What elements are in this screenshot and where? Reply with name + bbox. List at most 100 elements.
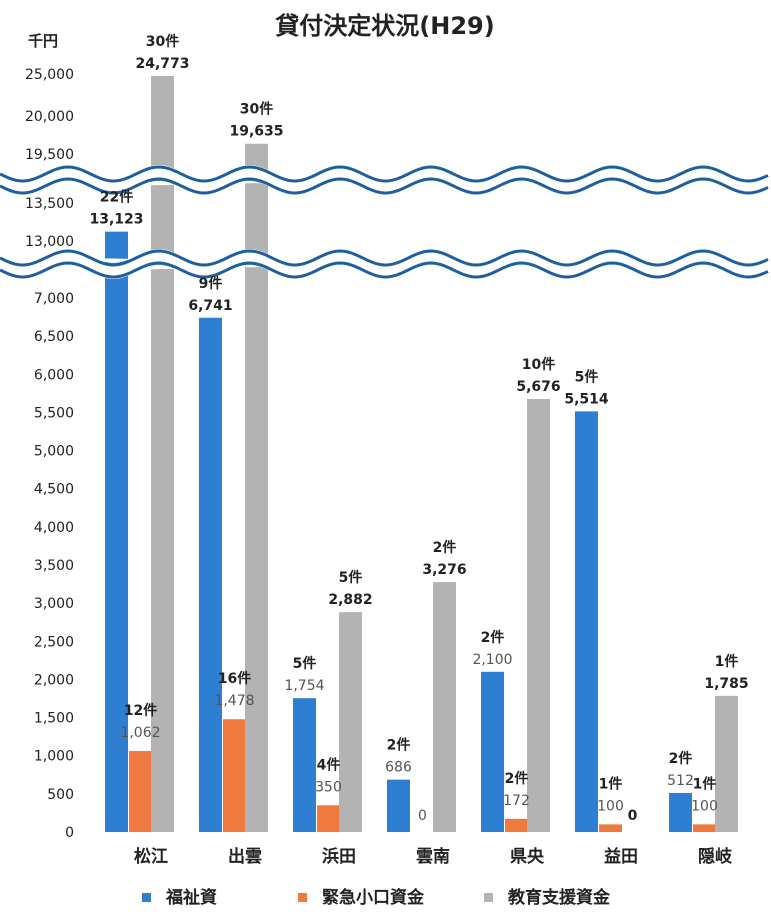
count-label: 5件 — [339, 569, 363, 586]
value-label: 5,676 — [516, 379, 560, 395]
bar — [527, 399, 550, 832]
bar — [129, 750, 152, 832]
axis-break-line — [0, 177, 769, 195]
bar — [693, 824, 716, 832]
value-label: 686 — [385, 760, 412, 776]
value-label: 100 — [597, 798, 624, 814]
category-label: 浜田 — [322, 847, 356, 867]
bar — [433, 582, 456, 832]
bar — [223, 719, 246, 832]
value-label: 1,062 — [120, 725, 160, 741]
y-tick-label: 6,500 — [34, 329, 74, 345]
y-tick-label: 13,500 — [25, 196, 74, 212]
axis-break-fill — [0, 251, 768, 277]
y-tick-label: 13,000 — [25, 234, 74, 250]
data-labels: 13,123 22件 1,062 12件 24,773 30件 6,741 9件 1,478 16… — [89, 33, 748, 824]
bar — [199, 317, 222, 832]
category-label: 益田 — [604, 846, 638, 867]
count-label: 5件 — [293, 655, 317, 672]
bar — [293, 698, 316, 832]
value-label: 0 — [418, 808, 427, 824]
bar — [505, 818, 528, 832]
category-labels: 松江 出雲 浜田 雲南 県央 益田 隠岐 — [134, 846, 733, 867]
y-tick-label: 5,000 — [34, 444, 74, 460]
category-label: 松江 — [134, 846, 168, 867]
bar — [105, 231, 128, 833]
y-tick-label: 5,500 — [34, 405, 74, 421]
count-label: 5件 — [575, 368, 599, 385]
value-label: 350 — [315, 779, 342, 795]
bar — [599, 824, 622, 832]
y-tick-label: 2,500 — [34, 634, 74, 650]
y-tick-label: 0 — [65, 825, 74, 841]
count-label: 2件 — [433, 539, 457, 556]
axis-break-line — [0, 165, 769, 183]
y-tick-label: 1,500 — [34, 711, 74, 727]
value-label: 6,741 — [188, 298, 232, 314]
count-label: 16件 — [218, 670, 251, 687]
legend: 福祉資 緊急小口資金 教育支援資金 — [142, 887, 611, 908]
count-label: 1件 — [693, 775, 717, 792]
axis-break-line — [0, 261, 769, 279]
y-tick-label: 1,000 — [34, 749, 74, 765]
y-tick-label: 25,000 — [25, 67, 74, 83]
value-label: 24,773 — [135, 56, 189, 72]
value-label: 1,754 — [284, 678, 324, 694]
legend-swatch — [484, 893, 493, 902]
count-label: 2件 — [505, 770, 529, 787]
count-label: 10件 — [522, 356, 555, 373]
bar — [669, 792, 692, 832]
bar — [317, 805, 340, 832]
bars — [105, 75, 738, 833]
count-label: 1件 — [715, 653, 739, 670]
value-label: 0 — [628, 808, 638, 824]
chart-title: 貸付決定状況(H29) — [275, 12, 494, 40]
value-label: 512 — [667, 773, 694, 789]
value-label: 5,514 — [564, 391, 609, 407]
category-label: 隠岐 — [698, 846, 733, 867]
y-axis-ticks: 0 500 1,000 1,500 2,000 2,500 3,000 3,500 4,000 4… — [25, 67, 74, 841]
count-label: 1件 — [599, 775, 623, 792]
count-label: 30件 — [146, 33, 179, 50]
value-label: 3,276 — [422, 562, 466, 578]
y-tick-label: 7,000 — [34, 291, 74, 307]
axis-break-line — [0, 249, 769, 267]
bar — [481, 671, 504, 832]
value-label: 172 — [503, 793, 530, 809]
count-label: 2件 — [669, 750, 693, 767]
value-label: 19,635 — [229, 124, 283, 140]
bar — [715, 695, 738, 832]
y-tick-label: 4,000 — [34, 520, 74, 536]
legend-swatch — [298, 893, 307, 902]
y-tick-label: 3,000 — [34, 596, 74, 612]
count-label: 12件 — [124, 702, 157, 719]
y-tick-label: 19,500 — [25, 147, 74, 163]
axis-breaks — [0, 165, 769, 279]
axis-break-fill — [0, 167, 768, 193]
legend-label: 福祉資 — [165, 887, 217, 908]
bar — [575, 411, 598, 832]
value-label: 13,123 — [89, 212, 143, 228]
legend-swatch — [142, 893, 151, 902]
value-label: 2,100 — [472, 652, 512, 668]
bar — [245, 143, 268, 833]
y-axis-unit: 千円 — [28, 32, 58, 50]
category-label: 雲南 — [416, 846, 450, 867]
count-label: 22件 — [100, 189, 133, 206]
count-label: 9件 — [199, 275, 223, 292]
value-label: 1,785 — [704, 676, 748, 692]
y-tick-label: 6,000 — [34, 367, 74, 383]
value-label: 100 — [691, 798, 718, 814]
y-tick-label: 20,000 — [25, 109, 74, 125]
count-label: 2件 — [387, 737, 411, 754]
legend-label: 緊急小口資金 — [322, 887, 425, 908]
count-label: 4件 — [317, 756, 341, 773]
count-label: 2件 — [481, 629, 505, 646]
bar — [339, 612, 362, 832]
value-label: 2,882 — [328, 592, 372, 608]
value-label: 1,478 — [214, 693, 254, 709]
y-tick-label: 3,500 — [34, 558, 74, 574]
bar — [387, 779, 410, 832]
category-label: 県央 — [510, 846, 545, 867]
